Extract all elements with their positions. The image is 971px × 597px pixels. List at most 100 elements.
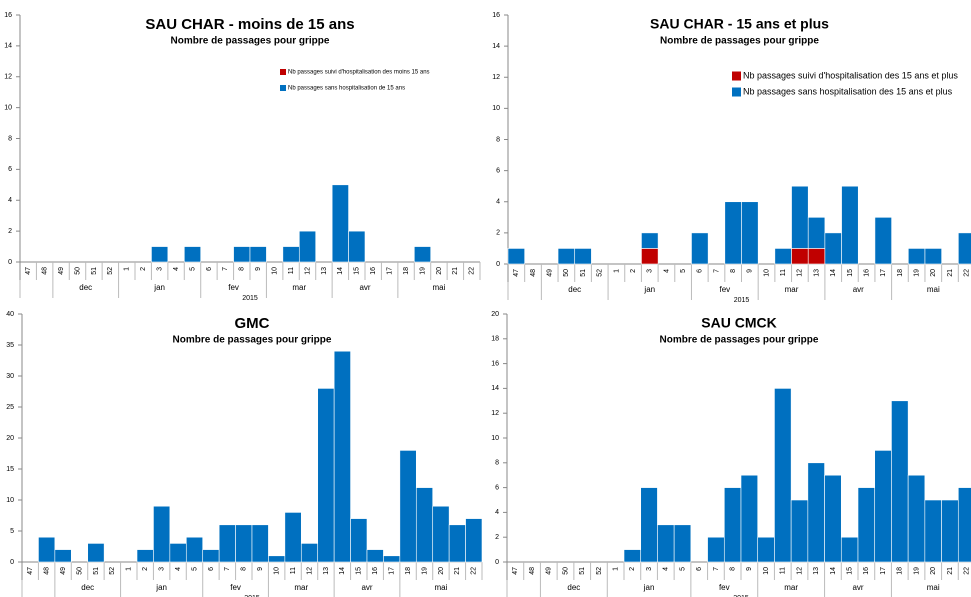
bar xyxy=(331,184,349,263)
x-tick-label: 7 xyxy=(713,269,720,273)
month-label: dec xyxy=(81,583,94,592)
x-tick-label: 18 xyxy=(403,267,410,275)
bar xyxy=(924,248,942,265)
bar xyxy=(641,232,659,249)
y-tick-label: 2 xyxy=(8,228,12,235)
x-tick-label: 50 xyxy=(76,567,83,575)
x-tick-label: 9 xyxy=(746,567,753,571)
bar xyxy=(807,462,825,563)
y-tick-label: 4 xyxy=(496,199,500,206)
bar xyxy=(38,536,56,563)
bar xyxy=(136,549,154,563)
x-tick-label: 19 xyxy=(913,567,920,575)
x-tick-label: 20 xyxy=(930,567,937,575)
y-tick-label: 14 xyxy=(491,385,499,392)
x-tick-label: 2 xyxy=(629,567,636,571)
bar xyxy=(673,524,692,563)
month-label: jan xyxy=(153,283,165,292)
x-tick-label: 51 xyxy=(93,567,100,575)
bar xyxy=(824,232,842,265)
x-tick-label: 4 xyxy=(663,269,670,273)
x-tick-label: 14 xyxy=(830,567,837,575)
chart-title: SAU CHAR - 15 ans et plus xyxy=(650,16,829,32)
x-tick-label: 21 xyxy=(452,267,459,275)
chart-subtitle: Nombre de passages pour grippe xyxy=(660,335,819,346)
bar xyxy=(185,536,204,563)
year-label: 2015 xyxy=(242,295,258,302)
y-tick-label: 0 xyxy=(496,261,500,268)
y-tick-label: 15 xyxy=(6,466,14,473)
legend-swatch xyxy=(732,87,741,97)
x-tick-label: 7 xyxy=(713,567,720,571)
bar xyxy=(774,388,792,563)
x-tick-label: 15 xyxy=(354,267,361,275)
x-tick-label: 50 xyxy=(74,267,81,275)
bar xyxy=(298,230,317,263)
x-tick-label: 10 xyxy=(273,567,280,575)
bar xyxy=(941,499,959,563)
y-tick-label: 16 xyxy=(492,12,500,19)
y-tick-label: 20 xyxy=(6,435,14,442)
y-tick-label: 8 xyxy=(496,136,500,143)
x-tick-label: 13 xyxy=(321,267,328,275)
x-tick-label: 47 xyxy=(512,567,519,575)
bar xyxy=(891,400,909,563)
x-tick-label: 8 xyxy=(241,567,248,571)
x-tick-label: 3 xyxy=(156,267,163,271)
year-label: 2015 xyxy=(734,297,750,304)
month-label: jan xyxy=(155,583,167,592)
bar xyxy=(284,512,302,563)
y-tick-label: 4 xyxy=(495,509,499,516)
x-tick-label: 15 xyxy=(847,269,854,277)
x-tick-label: 20 xyxy=(436,267,443,275)
x-tick-label: 49 xyxy=(60,567,67,575)
chart-title: GMC xyxy=(235,315,270,332)
y-tick-label: 4 xyxy=(8,197,12,204)
chart-title: SAU CHAR - moins de 15 ans xyxy=(145,16,354,33)
y-tick-label: 10 xyxy=(492,105,500,112)
x-tick-label: 12 xyxy=(797,269,804,277)
y-tick-label: 30 xyxy=(6,373,14,380)
x-tick-label: 21 xyxy=(947,269,954,277)
bar xyxy=(557,248,576,265)
x-tick-label: 48 xyxy=(530,269,537,277)
bar xyxy=(907,248,926,265)
y-tick-label: 2 xyxy=(496,230,500,237)
x-tick-label: 52 xyxy=(596,567,603,575)
month-label: mai xyxy=(434,583,447,592)
x-tick-label: 2 xyxy=(140,267,147,271)
x-tick-label: 16 xyxy=(863,269,870,277)
x-tick-label: 2 xyxy=(142,567,149,571)
bar xyxy=(641,248,659,265)
x-tick-label: 6 xyxy=(697,269,704,273)
x-tick-label: 17 xyxy=(880,567,887,575)
x-tick-label: 11 xyxy=(288,267,295,274)
bar xyxy=(791,248,809,265)
y-tick-label: 0 xyxy=(8,259,12,266)
bar xyxy=(723,487,742,563)
x-tick-label: 6 xyxy=(208,567,215,571)
y-tick-label: 6 xyxy=(8,166,12,173)
x-tick-label: 13 xyxy=(813,269,820,277)
bar xyxy=(740,474,759,563)
x-tick-label: 22 xyxy=(964,269,971,277)
month-label: fev xyxy=(719,583,730,592)
bar xyxy=(757,536,775,563)
bar xyxy=(907,474,926,563)
x-tick-label: 14 xyxy=(339,567,346,575)
x-tick-label: 17 xyxy=(388,567,395,575)
year-label: 2015 xyxy=(733,595,749,597)
chart-title: SAU CMCK xyxy=(701,315,776,331)
x-tick-label: 12 xyxy=(796,567,803,575)
legend-swatch xyxy=(280,85,286,91)
x-tick-label: 20 xyxy=(438,567,445,575)
month-label: avr xyxy=(852,583,863,592)
bar xyxy=(183,246,202,263)
x-tick-label: 16 xyxy=(370,267,377,275)
bar xyxy=(507,248,525,265)
x-tick-label: 19 xyxy=(913,269,920,277)
x-tick-label: 3 xyxy=(646,567,653,571)
x-tick-label: 8 xyxy=(729,567,736,571)
x-tick-label: 6 xyxy=(696,567,703,571)
month-label: jan xyxy=(643,583,655,592)
